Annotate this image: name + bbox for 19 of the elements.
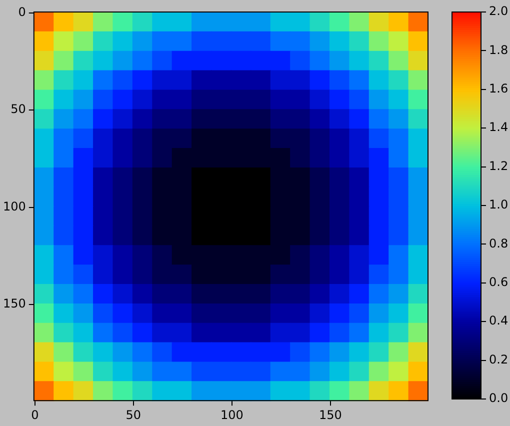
y-tick-label: 150 — [3, 296, 26, 311]
color-bar-label: 0.6 — [489, 275, 508, 290]
color-bar-label: 2.0 — [489, 4, 508, 18]
color-bar-label: 0.4 — [489, 314, 508, 328]
x-tick-label: 100 — [220, 408, 244, 422]
x-tick-label: 50 — [126, 408, 142, 422]
color-bar-label: 0.2 — [489, 352, 508, 366]
color-bar-label: 1.2 — [489, 158, 508, 173]
color-bar-label: 1.0 — [489, 198, 508, 212]
color-bar-label: 0.8 — [489, 236, 508, 250]
x-tick-label: 0 — [31, 408, 39, 422]
color-bar-label: 1.8 — [489, 42, 508, 57]
color-bar-label: 0.0 — [489, 391, 508, 406]
color-bar-label: 1.6 — [489, 82, 508, 96]
y-tick-label: 50 — [10, 102, 26, 116]
y-tick-label: 100 — [3, 199, 26, 214]
color-bar-label: 1.4 — [489, 120, 508, 134]
y-tick-label: 0 — [18, 5, 26, 20]
x-tick-label: 150 — [319, 408, 342, 422]
